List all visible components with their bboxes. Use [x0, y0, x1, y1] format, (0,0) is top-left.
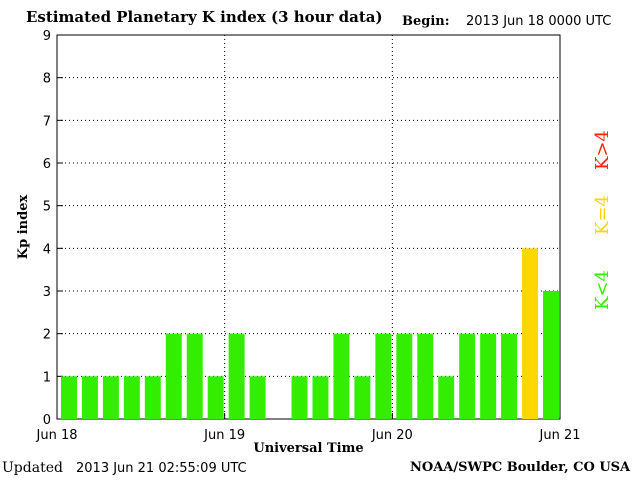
kp-bar [459, 333, 476, 419]
kp-bar [333, 333, 350, 419]
updated-value: 2013 Jun 21 02:55:09 UTC [76, 461, 247, 476]
kp-bar [123, 376, 140, 419]
kp-bar [144, 376, 161, 419]
kp-bar [417, 333, 434, 419]
legend-item: K<4 [592, 270, 613, 310]
kp-bar [207, 376, 224, 419]
plot-frame [56, 34, 561, 420]
kp-bar [354, 376, 371, 419]
kp-bar [312, 376, 329, 419]
kp-bar [522, 248, 539, 419]
kp-bar [228, 333, 245, 419]
x-axis-title: Universal Time [253, 441, 363, 456]
y-tick-label: 3 [43, 285, 51, 300]
kp-bar [543, 291, 559, 419]
x-tick-label: Jun 18 [36, 428, 78, 443]
legend-item: K=4 [592, 195, 613, 235]
kp-bar [438, 376, 455, 419]
y-tick-label: 2 [43, 328, 51, 343]
kp-bar [375, 333, 392, 419]
legend-item: K>4 [592, 130, 613, 170]
kp-bar [249, 376, 266, 419]
kp-bar [186, 333, 203, 419]
credit-text: NOAA/SWPC Boulder, CO USA [410, 460, 631, 475]
kp-bar [480, 333, 497, 419]
x-tick-label: Jun 20 [371, 428, 413, 443]
y-tick-label: 8 [43, 72, 51, 87]
y-tick-label: 1 [43, 370, 51, 385]
y-tick-label: 0 [43, 413, 51, 428]
chart-title: Estimated Planetary K index (3 hour data… [26, 8, 383, 26]
kp-bar [61, 376, 77, 419]
x-tick-label: Jun 21 [539, 428, 581, 443]
kp-bar [165, 333, 182, 419]
begin-value: 2013 Jun 18 0000 UTC [466, 14, 612, 29]
y-tick-label: 7 [43, 114, 51, 129]
y-tick-label: 9 [43, 29, 51, 44]
y-axis-title: Kp index [16, 195, 31, 260]
kp-bar [291, 376, 308, 419]
kp-bar [102, 376, 119, 419]
updated-label: Updated [2, 460, 63, 476]
kp-bar [81, 376, 98, 419]
begin-label: Begin: [402, 14, 450, 29]
y-tick-label: 6 [43, 157, 51, 172]
x-tick-label: Jun 19 [203, 428, 245, 443]
y-tick-label: 5 [43, 200, 51, 215]
kp-bar [396, 333, 413, 419]
y-tick-label: 4 [43, 242, 51, 257]
kp-bar [501, 333, 518, 419]
